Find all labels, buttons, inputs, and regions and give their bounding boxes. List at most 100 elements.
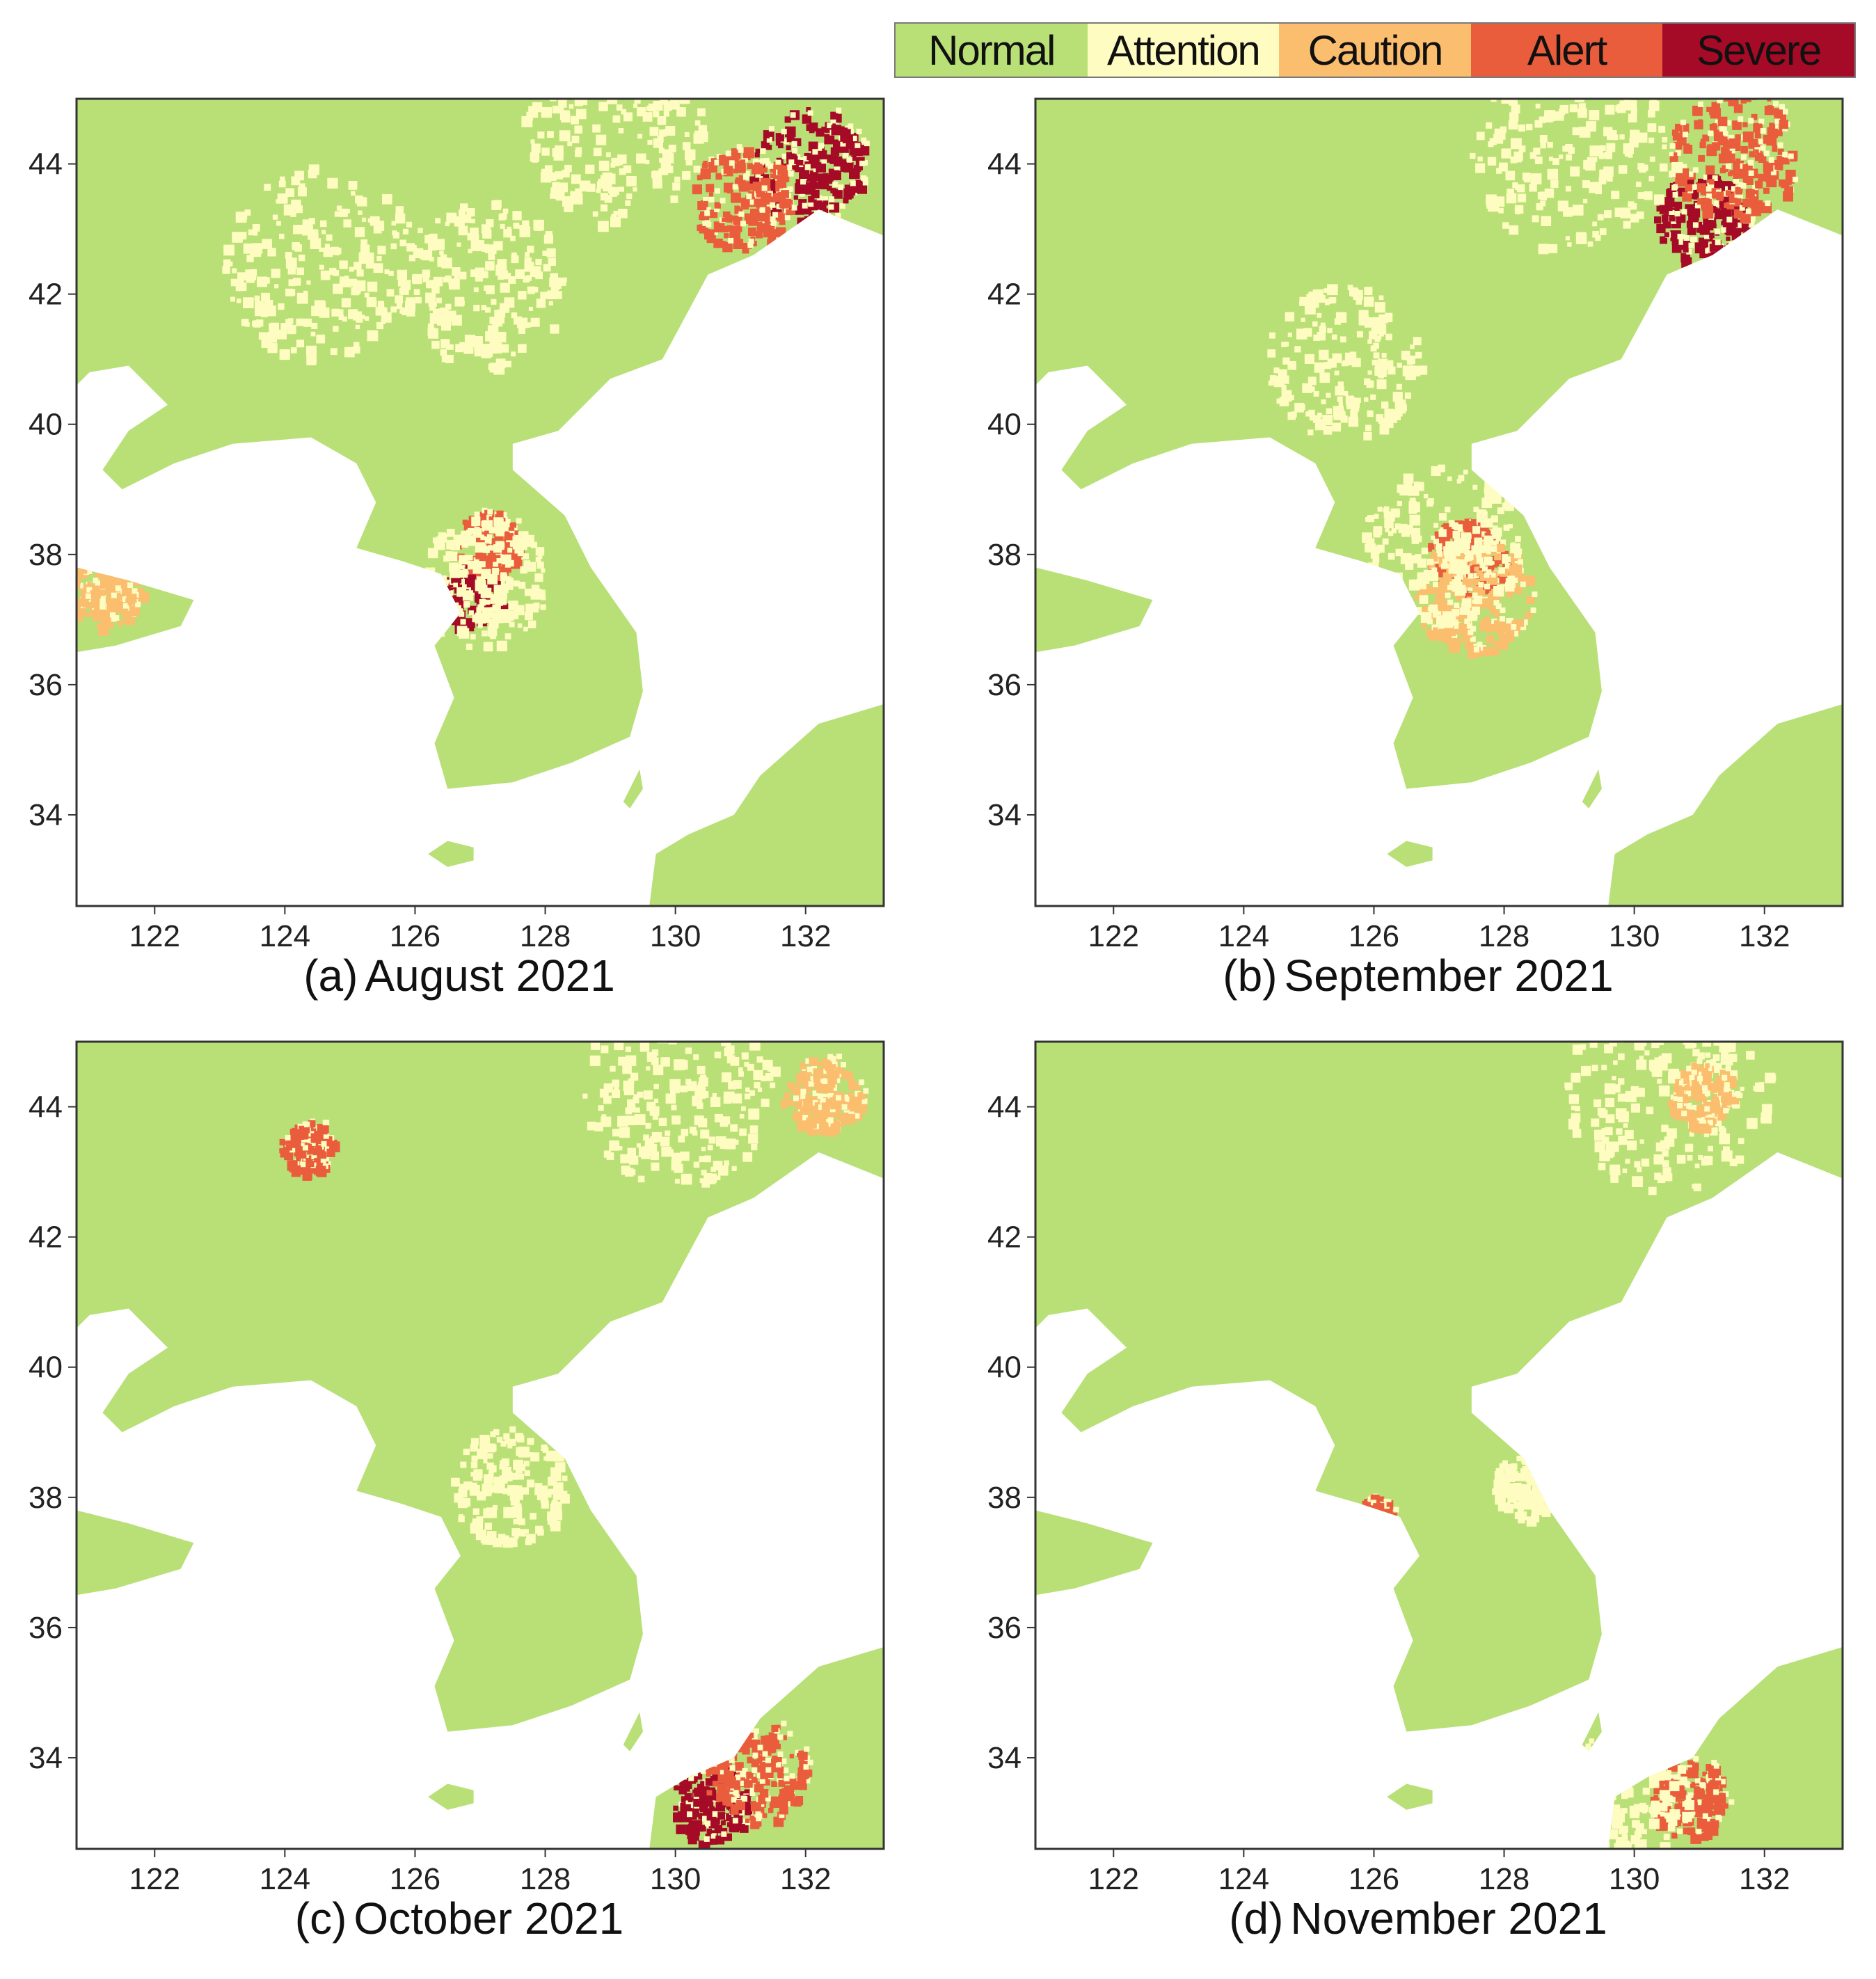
map-august: 122 124 126 128 130 132 44 42 40 38 36 34 [29,97,885,953]
land-normal [77,99,884,906]
y-tick-label: 34 [29,798,63,832]
y-tick-label: 34 [987,1741,1022,1775]
map-frame [75,1040,885,1850]
map-frame-area [77,99,884,906]
panel-caption-august: (a) August 2021 [7,950,912,1001]
map-september: 122 124 126 128 130 132 44 42 40 38 36 34 [987,97,1844,953]
panel-caption-november: (d) November 2021 [966,1893,1870,1944]
caption-title: August 2021 [365,951,615,1001]
y-tick-label: 44 [29,1090,63,1124]
caption-prefix: (b) [1223,951,1278,1001]
x-tick-label: 132 [1739,919,1790,953]
x-tick-label: 122 [129,919,180,953]
map-frame-area [1035,99,1843,906]
map-frame-area [77,1042,884,1849]
x-tick-label: 124 [1218,919,1269,953]
caption-prefix: (d) [1229,1893,1284,1944]
x-tick-label: 122 [129,1862,180,1896]
y-tick-label: 36 [29,668,63,702]
hotspot-attention [521,99,708,232]
y-tick-label: 42 [987,1221,1022,1255]
land-normal [1035,1042,1843,1849]
map-panel-august: 122 124 126 128 130 132 44 42 40 38 36 34 (a) August… [7,90,912,1023]
y-tick-label: 44 [987,1090,1022,1124]
hotspot-caution [1667,1058,1743,1134]
x-tick-label: 130 [650,919,701,953]
map-frame [1034,1040,1844,1850]
x-tick-label: 126 [390,1862,440,1896]
y-tick-label: 40 [29,1351,63,1385]
x-tick-label: 130 [650,1862,701,1896]
y-tick-label: 38 [29,538,63,572]
hotspot-attention [1267,284,1428,440]
caption-prefix: (a) [303,951,358,1001]
caption-title: October 2021 [353,1893,624,1944]
x-tick-label: 128 [1479,1862,1529,1896]
y-tick-label: 40 [29,408,63,442]
hotspot-alert [692,144,797,254]
y-tick-label: 40 [987,408,1022,442]
hotspot-attention [582,1042,781,1188]
caption-title: November 2021 [1290,1893,1607,1944]
legend-item-attention: Attention [1087,24,1280,77]
status-legend: Normal Attention Caution Alert Severe [894,22,1856,78]
x-tick-label: 126 [390,919,440,953]
y-tick-label: 38 [987,1481,1022,1515]
y-tick-label: 44 [987,148,1022,182]
legend-item-alert: Alert [1470,24,1663,77]
x-tick-label: 132 [1739,1862,1790,1896]
hotspot-attention [397,200,567,375]
map-october: 122 124 126 128 130 132 44 42 40 38 36 34 [29,1040,885,1896]
legend-item-normal: Normal [896,24,1088,77]
x-tick-label: 132 [780,919,831,953]
y-tick-label: 34 [987,798,1022,832]
x-tick-label: 126 [1349,919,1399,953]
hotspot-attention [1362,464,1522,628]
y-tick-label: 38 [29,1481,63,1515]
x-tick-label: 128 [520,1862,571,1896]
hotspot-alert [279,1118,340,1181]
hotspot-caution [780,1054,869,1137]
y-tick-label: 38 [987,538,1022,572]
hotspot-alert [1669,99,1799,223]
x-tick-label: 122 [1088,1862,1139,1896]
legend-item-severe: Severe [1662,24,1854,77]
x-tick-label: 130 [1609,919,1660,953]
map-frame [75,97,885,907]
x-tick-label: 124 [260,1862,310,1896]
panel-caption-october: (c) October 2021 [7,1893,912,1944]
y-tick-label: 44 [29,148,63,182]
hotspot-attention [1470,99,1683,255]
hotspot-attention [1564,1042,1776,1195]
caption-title: September 2021 [1284,951,1614,1001]
y-tick-label: 42 [987,278,1022,312]
x-tick-label: 126 [1349,1862,1399,1896]
x-tick-label: 128 [1479,919,1529,953]
x-tick-label: 128 [520,919,571,953]
status-overlay [279,1042,869,1849]
caption-prefix: (c) [294,1893,347,1944]
x-tick-label: 132 [780,1862,831,1896]
hotspot-alert [1650,1756,1735,1844]
map-november: 122 124 126 128 130 132 44 42 40 38 36 34 [987,1040,1844,1896]
map-panel-november: 122 124 126 128 130 132 44 42 40 38 36 34 (d) Novemb… [966,1033,1870,1966]
map-panel-october: 122 124 126 128 130 132 44 42 40 38 36 34 (c) Octobe… [7,1033,912,1966]
status-overlay [77,99,870,652]
x-tick-label: 124 [1218,1862,1269,1896]
x-tick-label: 122 [1088,919,1139,953]
y-tick-label: 42 [29,1221,63,1255]
x-tick-label: 124 [260,919,310,953]
y-tick-label: 36 [987,668,1022,702]
map-frame [1034,97,1844,907]
map-frame-area [1035,1042,1843,1849]
y-tick-label: 34 [29,1741,63,1775]
y-tick-label: 36 [29,1611,63,1645]
status-overlay [1267,99,1799,659]
y-tick-label: 36 [987,1611,1022,1645]
panel-caption-september: (b) September 2021 [966,950,1870,1001]
x-tick-label: 130 [1609,1862,1660,1896]
y-tick-label: 42 [29,278,63,312]
y-tick-label: 40 [987,1351,1022,1385]
hotspot-alert [706,1718,813,1829]
legend-item-caution: Caution [1279,24,1471,77]
